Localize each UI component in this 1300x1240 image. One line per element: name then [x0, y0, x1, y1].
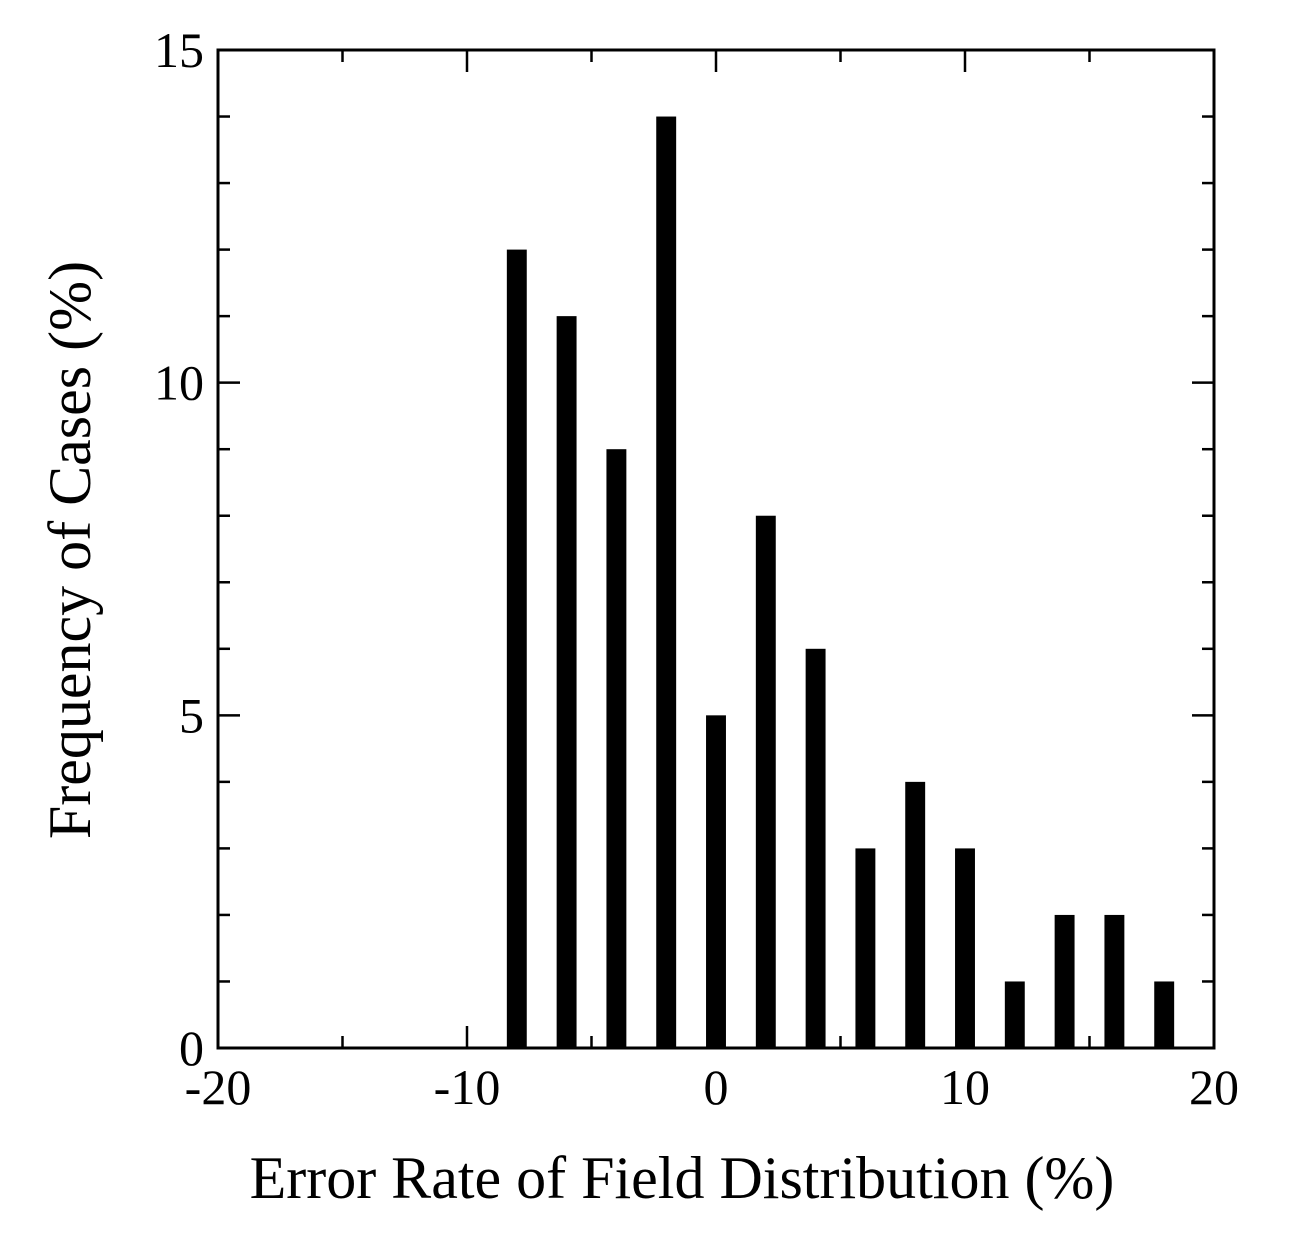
y-tick-label-0: 0: [179, 1020, 204, 1076]
tick-label-group: -20 -10 0 10 20 0 5 10 15: [154, 22, 1239, 1115]
y-axis-title: Frequency of Cases (%): [37, 261, 103, 839]
x-tick-label-4: 20: [1189, 1059, 1239, 1115]
y-tick-label-3: 15: [154, 22, 204, 78]
bar-0: [506, 249, 527, 1049]
bar-5: [755, 515, 776, 1048]
bar-1: [556, 316, 577, 1049]
bar-8: [905, 781, 926, 1048]
bar-4: [706, 715, 726, 1048]
bar-13: [1154, 981, 1175, 1048]
bar-11: [1054, 914, 1075, 1048]
x-tick-label-1: -10: [434, 1059, 501, 1115]
bar-2: [606, 449, 627, 1048]
x-tick-label-2: 0: [704, 1059, 729, 1115]
bar-6: [805, 648, 826, 1048]
bar-3: [656, 116, 677, 1049]
plot-frame: [216, 48, 1216, 1050]
x-tick-label-3: 10: [940, 1059, 990, 1115]
bar-9: [955, 848, 975, 1048]
x-tick-label-0: -20: [185, 1059, 252, 1115]
bar-10: [1004, 981, 1025, 1048]
bar-group: [506, 116, 1175, 1049]
bar-7: [855, 848, 876, 1048]
y-tick-label-1: 5: [179, 687, 204, 743]
x-axis-title: Error Rate of Field Distribution (%): [250, 1145, 1115, 1211]
bar-12: [1104, 914, 1125, 1048]
y-tick-label-2: 10: [154, 355, 204, 411]
